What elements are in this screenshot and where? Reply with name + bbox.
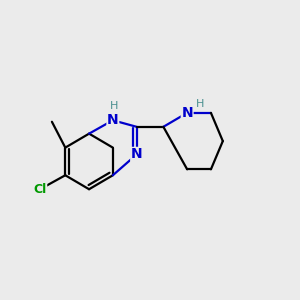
- Text: N: N: [131, 148, 142, 161]
- Text: H: H: [110, 101, 118, 111]
- Text: N: N: [107, 113, 119, 127]
- Text: H: H: [195, 99, 204, 109]
- Text: N: N: [181, 106, 193, 120]
- Text: Cl: Cl: [33, 183, 47, 196]
